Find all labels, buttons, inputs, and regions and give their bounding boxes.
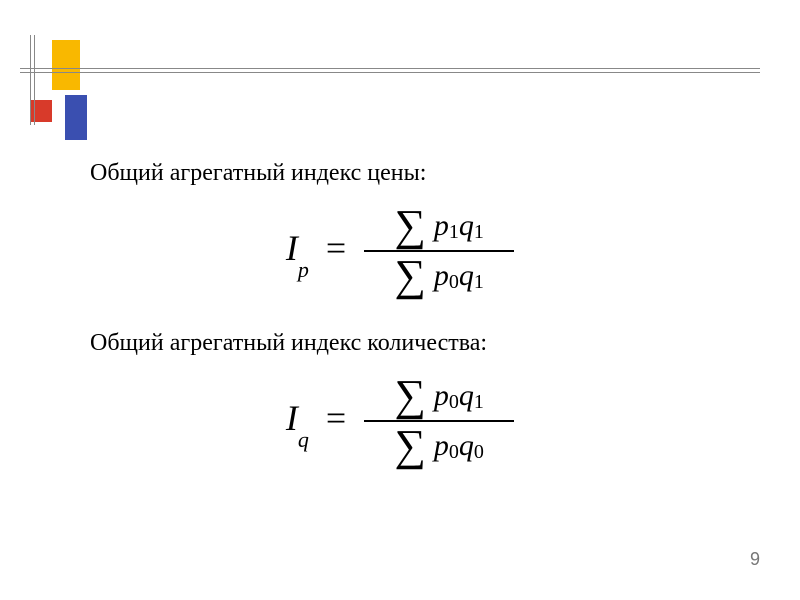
den-var2: q	[459, 259, 474, 293]
den-sub1: 0	[449, 441, 459, 464]
horizontal-rule-1	[20, 68, 760, 69]
den-var1: p	[434, 259, 449, 293]
den-var1: p	[434, 429, 449, 463]
slide-content: Общий агрегатный индекс цены: Ip = ∑ p1q…	[90, 160, 710, 500]
sigma-icon: ∑	[394, 374, 425, 418]
formula1-lhs: Ip =	[286, 227, 354, 274]
formula1-fraction: ∑ p1q1 ∑ p0q1	[364, 202, 514, 300]
num-var2: q	[459, 209, 474, 243]
num-sub2: 1	[474, 221, 484, 244]
den-sub2: 0	[474, 441, 484, 464]
formula2-numerator: ∑ p0q1	[384, 372, 493, 420]
sigma-icon: ∑	[394, 204, 425, 248]
num-sub1: 1	[449, 221, 459, 244]
page-number: 9	[750, 549, 760, 570]
den-sub1: 0	[449, 271, 459, 294]
formula2-denominator: ∑ p0q0	[384, 422, 493, 470]
num-var1: p	[434, 209, 449, 243]
formula1-symbol: I	[286, 228, 298, 268]
num-sub2: 1	[474, 391, 484, 414]
quantity-index-label: Общий агрегатный индекс количества:	[90, 330, 710, 357]
num-var1: p	[434, 379, 449, 413]
sigma-icon: ∑	[394, 254, 425, 298]
formula2-lhs: Iq =	[286, 397, 354, 444]
formula2-fraction: ∑ p0q1 ∑ p0q0	[364, 372, 514, 470]
equals-sign: =	[326, 398, 346, 438]
den-var2: q	[459, 429, 474, 463]
num-var2: q	[459, 379, 474, 413]
sigma-icon: ∑	[394, 424, 425, 468]
formula1-numerator: ∑ p1q1	[384, 202, 493, 250]
quantity-index-formula: Iq = ∑ p0q1 ∑ p0q0	[90, 372, 710, 470]
num-sub1: 0	[449, 391, 459, 414]
vertical-rule-2	[34, 35, 35, 125]
vertical-rule-1	[30, 35, 31, 125]
den-sub2: 1	[474, 271, 484, 294]
equals-sign: =	[326, 228, 346, 268]
yellow-square	[52, 40, 80, 90]
formula1-denominator: ∑ p0q1	[384, 252, 493, 300]
blue-rectangle	[65, 95, 87, 140]
formula2-subscript: q	[298, 427, 309, 452]
formula2-symbol: I	[286, 398, 298, 438]
price-index-label: Общий агрегатный индекс цены:	[90, 160, 710, 187]
horizontal-rule-2	[20, 72, 760, 73]
price-index-formula: Ip = ∑ p1q1 ∑ p0q1	[90, 202, 710, 300]
formula1-subscript: p	[298, 257, 309, 282]
